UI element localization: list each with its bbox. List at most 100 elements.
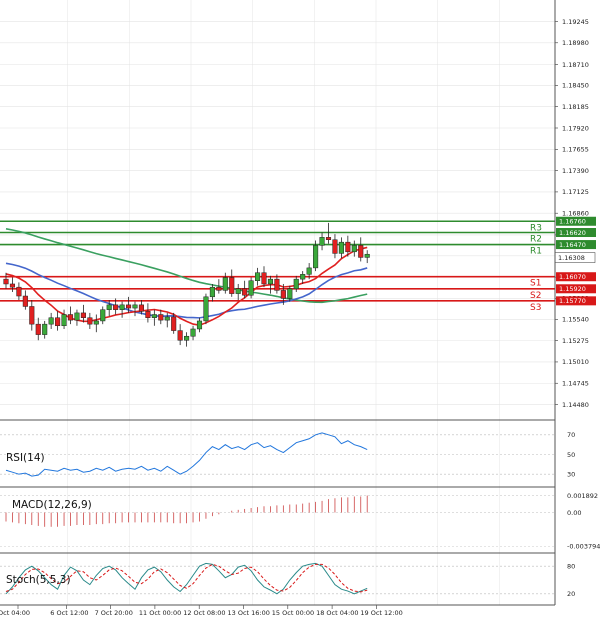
- candle-body: [248, 280, 254, 296]
- level-tag-r3: [556, 216, 596, 226]
- level-tag-r1: [556, 240, 596, 250]
- time-tick-label: 7 Oct 20:00: [95, 609, 133, 617]
- candle-body: [42, 323, 48, 335]
- price-tick-label: 1.18710: [562, 61, 589, 69]
- candle-body: [196, 320, 203, 330]
- candle-body: [113, 304, 119, 310]
- candle-body: [171, 316, 177, 331]
- candle-body: [267, 278, 273, 285]
- candle-body: [3, 278, 9, 285]
- time-tick-label: 11 Oct 00:00: [139, 609, 181, 617]
- price-tick-label: 1.18450: [562, 82, 589, 90]
- level-tag-s1: [556, 272, 596, 282]
- price-tick-label: 1.17655: [562, 146, 589, 154]
- candle-body: [35, 323, 41, 335]
- time-tick-label: 13 Oct 16:00: [228, 609, 270, 617]
- candle-body: [300, 274, 306, 280]
- candle-body: [74, 312, 80, 321]
- price-tick-label: 1.15010: [562, 358, 589, 366]
- candle-body: [274, 278, 280, 291]
- stoch-label: Stoch(5,5,3): [6, 574, 71, 586]
- candle-body: [364, 253, 370, 258]
- candle-body: [119, 304, 125, 310]
- macd-tick-label: -0.003794: [567, 543, 600, 551]
- time-tick-label: 12 Oct 08:00: [183, 609, 225, 617]
- candle-body: [358, 245, 364, 258]
- current-price-tag: 1.16308: [554, 252, 596, 263]
- level-tag-label: 1.16470: [559, 241, 586, 249]
- candle-body: [100, 309, 106, 322]
- price-tick-label: 1.17920: [562, 124, 589, 132]
- candle-body: [87, 317, 93, 325]
- candle-body: [313, 245, 319, 269]
- ma-slow-line: [5, 262, 368, 319]
- candle-body: [93, 320, 99, 325]
- stoch-tick-label: 80: [567, 563, 575, 571]
- rsi-tick-label: 50: [567, 451, 575, 459]
- level-tag-label: 1.16760: [559, 218, 586, 226]
- candle-body: [190, 328, 196, 337]
- candle-body: [132, 304, 138, 309]
- candle-body: [158, 314, 164, 321]
- candle-body: [164, 316, 170, 321]
- candle-body: [29, 306, 35, 325]
- candle-body: [61, 314, 67, 327]
- candle-body: [319, 237, 325, 246]
- level-tag-label: 1.16620: [559, 229, 586, 237]
- candle-body: [48, 317, 54, 325]
- candle-body: [138, 304, 144, 312]
- ma-long-line: [5, 228, 368, 304]
- rsi-pane: 70 50 30: [0, 431, 575, 478]
- price-tick-label: 1.17125: [562, 188, 589, 196]
- level-tag-label: 1.15770: [559, 297, 586, 305]
- level-names: R3 R2 R1 S1 S2 S3: [530, 223, 542, 313]
- level-tags: 1.16760 1.16620 1.16470 1.16070 1.15920 1.157…: [556, 216, 596, 306]
- candle-body: [222, 277, 228, 291]
- level-name-s2: S2: [530, 291, 541, 301]
- candle-body: [80, 312, 86, 318]
- candles: [3, 222, 370, 347]
- price-tick-label: 1.17390: [562, 167, 589, 175]
- level-name-s3: S3: [530, 303, 541, 313]
- price-tick-label: 1.14480: [562, 401, 589, 409]
- rsi-tick-label: 30: [567, 470, 575, 478]
- level-name-s1: S1: [530, 279, 541, 289]
- candle-body: [293, 278, 299, 290]
- rsi-tick-label: 70: [567, 431, 575, 439]
- candle-body: [177, 330, 183, 341]
- candle-body: [151, 314, 157, 318]
- price-tick-label: 1.15275: [562, 337, 589, 345]
- level-tag-s2: [556, 284, 596, 294]
- candle-body: [16, 286, 22, 297]
- level-name-r3: R3: [530, 223, 542, 233]
- level-name-r1: R1: [530, 247, 542, 257]
- candle-body: [338, 241, 344, 254]
- candle-body: [145, 311, 151, 318]
- candle-body: [287, 288, 293, 299]
- candle-body: [55, 317, 61, 327]
- candle-body: [22, 295, 28, 307]
- macd-label: MACD(12,26,9): [12, 499, 92, 511]
- candle-body: [332, 239, 338, 254]
- main-pane: [0, 0, 555, 420]
- time-tick-label: 15 Oct 00:00: [272, 609, 314, 617]
- price-tick-label: 1.18185: [562, 103, 589, 111]
- candle-body: [306, 267, 312, 275]
- candle-body: [216, 286, 222, 291]
- macd-tick-label: 0.00: [567, 509, 581, 517]
- price-tick-label: 1.14745: [562, 380, 589, 388]
- price-tick-label: 1.15540: [562, 316, 589, 324]
- candle-body: [106, 304, 112, 310]
- candle-body: [235, 288, 241, 294]
- candle-body: [184, 335, 190, 341]
- candle-body: [242, 288, 248, 296]
- stoch-k-line: [5, 562, 368, 595]
- stoch-d-line: [5, 563, 368, 593]
- candle-body: [209, 286, 215, 298]
- stoch-pane: 80 20: [0, 562, 575, 598]
- current-price-label: 1.16308: [558, 254, 585, 262]
- candle-body: [9, 283, 15, 288]
- candle-body: [203, 296, 209, 322]
- candle-body: [229, 277, 235, 294]
- macd-tick-label: 0.001892: [567, 492, 598, 500]
